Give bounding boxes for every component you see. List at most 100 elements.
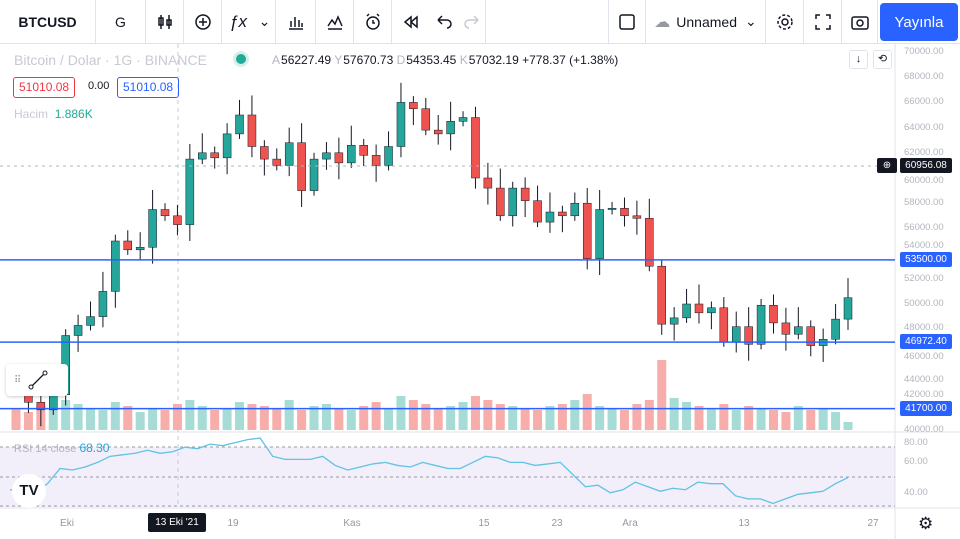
price-axis-label: 60000.00 [904,174,944,186]
time-axis-label: 15 [478,518,490,529]
candle-body [49,394,58,411]
candle-body [284,142,294,166]
candle-body [260,146,269,160]
chevron-down-icon[interactable]: ⌄ [254,0,276,44]
chart-canvas[interactable] [0,44,960,539]
volume-bar [545,406,555,430]
candle-body [148,209,157,248]
candle-body [595,209,604,259]
sell-price-button[interactable]: 51010.08 [13,77,76,98]
volume-bar [408,400,418,430]
drag-handle-icon[interactable]: ⠿ [14,374,22,386]
volume-bar [259,406,269,430]
rsi-axis-label: 60.00 [904,456,928,468]
replay-icon[interactable] [392,0,430,44]
redo-icon[interactable] [458,0,486,44]
volume-bar [781,412,791,430]
alert-icon[interactable] [354,0,392,44]
volume-bar [731,410,741,430]
compare-icon[interactable] [316,0,354,44]
rsi-value: 68.30 [79,441,110,455]
candle-body [632,215,642,219]
candle-body [607,207,617,210]
price-axis-label: 70000.00 [904,46,944,57]
buy-price-button[interactable]: 51010.08 [117,77,180,98]
volume-bar [11,408,21,430]
candle-body [272,158,282,166]
candle-body [185,158,195,225]
volume-bar [185,400,195,430]
add-alert-icon[interactable]: ⊕ [877,157,897,173]
interval-button[interactable]: G [96,0,146,44]
candle-body [533,200,542,223]
time-axis-label: Eki [60,518,74,529]
tradingview-logo[interactable]: TV [12,474,46,508]
rsi-label: RSI 14 close [14,443,77,455]
volume-label: Hacim [14,107,49,121]
fullscreen-icon[interactable] [804,0,842,44]
candle-body [520,187,530,201]
candle-body [359,144,368,156]
candle-body [322,152,331,160]
publish-button[interactable]: Yayınla [880,3,958,41]
market-status-icon[interactable] [236,54,246,64]
auto-scale-button[interactable]: ⟲ [873,50,892,69]
volume-bar [421,404,431,430]
open-value: 56227.49 [281,53,332,67]
candle-body [347,144,356,164]
volume-bar [632,404,642,430]
spread-value: 0.00 [88,80,110,92]
candle-body [334,152,344,164]
open-key: A [272,53,281,67]
drawing-toolbar: ⠿ [6,364,68,396]
volume-bar [48,410,58,430]
layout-square-icon[interactable] [608,0,646,44]
chevron-down-icon: ⌄ [744,13,757,29]
symbol-title: Bitcoin / Dolar · 1G · BINANCE [14,52,207,68]
symbol-search-button[interactable]: BTCUSD [0,0,96,44]
time-axis-label: 27 [867,518,879,529]
candle-body [769,305,778,324]
add-compare-icon[interactable] [184,0,222,44]
volume-bar [309,406,319,430]
templates-icon[interactable] [276,0,316,44]
candle-body [781,322,791,335]
price-axis-label: 68000.00 [904,71,944,83]
volume-legend: Hacim 1.886K [14,107,93,121]
indicators-icon[interactable]: ƒx [229,11,247,31]
candle-body [396,102,406,147]
undo-icon[interactable] [430,0,458,44]
volume-bar [768,410,778,430]
trend-line-icon[interactable] [27,369,49,391]
volume-bar [446,406,456,430]
settings-gear-icon[interactable]: ⚙ [918,514,934,533]
candle-body [247,114,257,147]
candle-body [669,317,679,325]
candle-body [36,402,46,411]
volume-bar [346,410,356,430]
volume-bar [86,408,96,430]
rsi-axis-label: 40.00 [904,486,928,498]
price-axis-label: 42000.00 [904,388,944,400]
volume-bar [470,396,480,430]
volume-bar [619,410,629,430]
price-line-tag: 53500.00 [900,251,952,267]
candle-body [433,129,443,135]
camera-icon[interactable] [842,0,878,44]
volume-bar [831,412,841,430]
candle-body [645,218,654,267]
price-axis-label: 46000.00 [904,351,944,363]
volume-bar [756,408,766,430]
candle-body [98,291,108,317]
volume-bar [235,402,245,430]
scroll-down-button[interactable]: ↓ [849,50,868,69]
volume-bar [706,408,716,430]
settings-icon[interactable] [766,0,804,44]
layout-name-button[interactable]: ☁ Unnamed ⌄ [646,0,766,44]
volume-bar [160,410,170,430]
candles-icon[interactable] [146,0,184,44]
candle-body [744,326,753,345]
price-axis-label: 48000.00 [904,322,944,334]
candle-body [582,202,592,259]
volume-bar [433,408,443,430]
